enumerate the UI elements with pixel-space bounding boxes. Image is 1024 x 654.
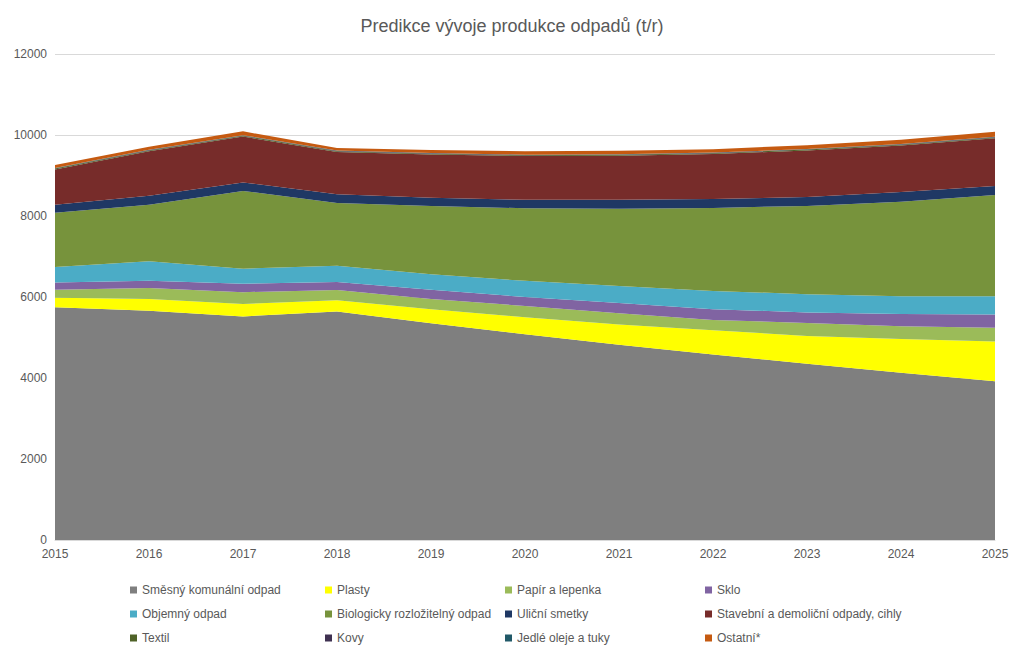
svg-text:Papír a lepenka: Papír a lepenka (517, 583, 601, 597)
svg-text:10000: 10000 (14, 128, 48, 142)
svg-text:Plasty: Plasty (337, 583, 370, 597)
svg-text:2017: 2017 (230, 547, 257, 561)
svg-text:6000: 6000 (20, 290, 47, 304)
svg-text:2025: 2025 (982, 547, 1009, 561)
svg-text:2023: 2023 (794, 547, 821, 561)
svg-text:Ostatní*: Ostatní* (717, 631, 761, 645)
svg-text:2021: 2021 (606, 547, 633, 561)
svg-text:12000: 12000 (14, 47, 48, 61)
svg-text:4000: 4000 (20, 371, 47, 385)
svg-text:Jedlé oleje a tuky: Jedlé oleje a tuky (517, 631, 610, 645)
svg-text:Objemný odpad: Objemný odpad (142, 607, 227, 621)
svg-text:Predikce vývoje produkce odpad: Predikce vývoje produkce odpadů (t/r) (360, 16, 663, 36)
svg-text:2019: 2019 (418, 547, 445, 561)
svg-text:Textil: Textil (142, 631, 169, 645)
svg-text:Stavební a demoliční odpady, c: Stavební a demoliční odpady, cihly (717, 607, 902, 621)
svg-text:Kovy: Kovy (337, 631, 364, 645)
svg-text:2018: 2018 (324, 547, 351, 561)
svg-text:2024: 2024 (888, 547, 915, 561)
svg-text:2022: 2022 (700, 547, 727, 561)
svg-text:2016: 2016 (136, 547, 163, 561)
svg-text:Uliční smetky: Uliční smetky (517, 607, 588, 621)
svg-text:2015: 2015 (42, 547, 69, 561)
svg-text:2000: 2000 (20, 452, 47, 466)
svg-text:8000: 8000 (20, 209, 47, 223)
svg-text:Biologicky rozložitelný odpad: Biologicky rozložitelný odpad (337, 607, 491, 621)
svg-text:2020: 2020 (512, 547, 539, 561)
svg-text:Sklo: Sklo (717, 583, 741, 597)
svg-text:Směsný komunální odpad: Směsný komunální odpad (142, 583, 281, 597)
svg-text:0: 0 (40, 533, 47, 547)
